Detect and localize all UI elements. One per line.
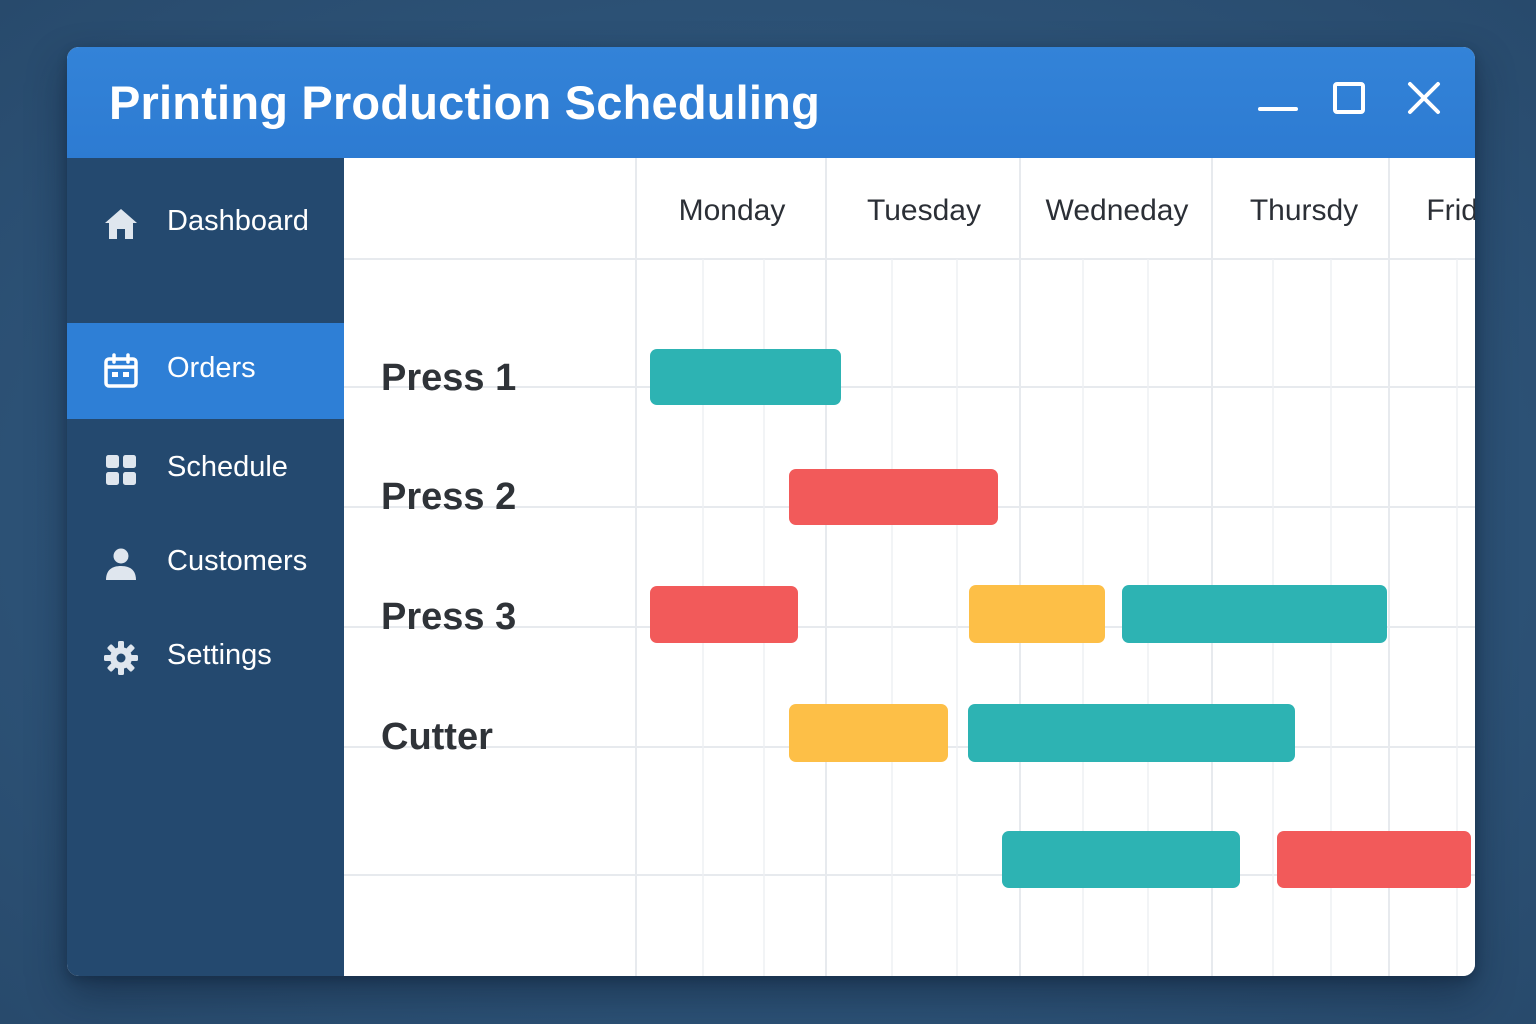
task-bar-yellow[interactable]: [789, 704, 948, 762]
task-bar-yellow[interactable]: [969, 585, 1105, 643]
day-header-tuesday: Tuesday: [867, 194, 981, 227]
sidebar: Dashboard Orders Schedule: [67, 158, 344, 976]
row-label-press-3: Press 3: [381, 596, 517, 638]
sidebar-item-label: Schedule: [167, 451, 288, 483]
day-header-friday: Friday: [1426, 194, 1475, 227]
day-header-monday: Monday: [678, 194, 786, 227]
home-icon: [105, 209, 137, 239]
row-label-press-2: Press 2: [381, 476, 517, 518]
task-bar-teal[interactable]: [650, 349, 841, 405]
maximize-button[interactable]: [1329, 77, 1373, 121]
task-bar-red[interactable]: [789, 469, 998, 525]
gear-icon: [104, 641, 138, 675]
sidebar-item-label: Dashboard: [167, 205, 309, 237]
day-header-thursday: Thursdy: [1249, 194, 1359, 227]
day-header-wednesday: Wedneday: [1045, 194, 1189, 227]
minimize-icon: [1258, 107, 1298, 111]
task-bar-teal[interactable]: [1122, 585, 1387, 643]
schedule-board: Monday Tuesday Wedneday Thursdy Friday P…: [344, 158, 1475, 976]
close-icon: [1408, 82, 1440, 114]
row-label-press-1: Press 1: [381, 357, 517, 399]
sidebar-item-orders[interactable]: Orders: [67, 323, 344, 419]
sidebar-item-customers[interactable]: Customers: [67, 516, 344, 612]
sidebar-item-dashboard[interactable]: Dashboard: [67, 176, 344, 272]
close-button[interactable]: [1401, 77, 1445, 121]
minimize-button[interactable]: [1255, 77, 1299, 121]
sidebar-item-schedule[interactable]: Schedule: [67, 422, 344, 518]
window-title: Printing Production Scheduling: [109, 76, 820, 129]
task-bar-red[interactable]: [1277, 831, 1471, 888]
sidebar-item-settings[interactable]: Settings: [67, 610, 344, 706]
task-bar-teal[interactable]: [1002, 831, 1240, 888]
user-icon: [106, 548, 136, 580]
sidebar-item-label: Customers: [167, 545, 308, 577]
grid-icon: [106, 455, 136, 485]
task-bar-red[interactable]: [650, 586, 798, 643]
maximize-icon: [1333, 82, 1365, 114]
title-bar: Printing Production Scheduling: [67, 47, 1475, 158]
row-label-cutter: Cutter: [381, 716, 493, 758]
sidebar-item-label: Orders: [167, 352, 256, 384]
task-bar-teal[interactable]: [968, 704, 1295, 762]
sidebar-item-label: Settings: [167, 639, 272, 671]
calendar-icon: [104, 353, 138, 388]
app-window: Printing Production Scheduling Dashboard: [67, 47, 1475, 976]
